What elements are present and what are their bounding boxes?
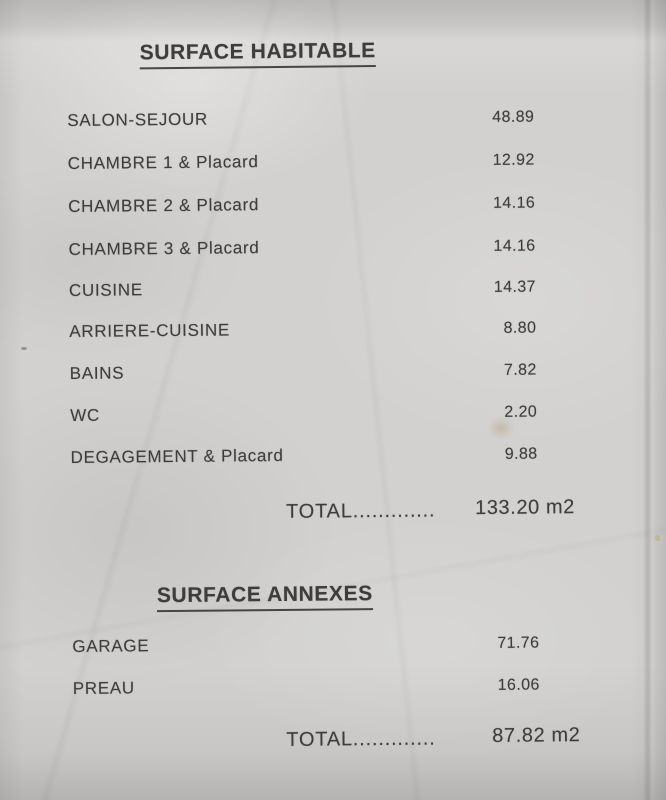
row-value: 16.06 — [497, 676, 540, 694]
surface-row-arriere-cuisine: ARRIERE-CUISINE 8.80 — [69, 318, 536, 342]
row-label: CUISINE — [68, 280, 143, 301]
surface-row-preau: PREAU 16.06 — [73, 675, 540, 699]
surface-row-wc: WC 2.20 — [70, 402, 537, 426]
surface-row-chambre-1: CHAMBRE 1 & Placard 12.92 — [68, 150, 535, 174]
total-habitable-value: 133.20 m2 — [474, 496, 576, 520]
row-label: WC — [70, 405, 100, 425]
row-value: 48.89 — [492, 108, 535, 126]
paper-speck — [655, 535, 660, 541]
row-value: 9.88 — [504, 445, 538, 463]
surface-row-chambre-2: CHAMBRE 2 & Placard 14.16 — [68, 193, 535, 217]
surface-row-bains: BAINS 7.82 — [70, 360, 537, 384]
section-title-surface-habitable: SURFACE HABITABLE — [139, 39, 376, 70]
row-label: PREAU — [72, 678, 135, 698]
row-label: BAINS — [69, 363, 125, 384]
row-label: ARRIERE-CUISINE — [69, 320, 231, 342]
row-value: 14.16 — [493, 194, 536, 212]
paper-speck — [21, 347, 27, 350]
surface-row-degagement: DEGAGEMENT & Placard 9.88 — [70, 444, 537, 468]
row-value: 8.80 — [503, 319, 537, 337]
surface-row-cuisine: CUISINE 14.37 — [69, 277, 536, 301]
total-habitable-label: TOTAL............. — [285, 499, 436, 523]
row-value: 14.16 — [493, 237, 536, 255]
paper-stain — [487, 416, 515, 440]
row-label: DEGAGEMENT & Placard — [70, 445, 284, 467]
surface-row-garage: GARAGE 71.76 — [72, 633, 539, 657]
row-value: 12.92 — [492, 151, 535, 169]
row-value: 71.76 — [497, 634, 540, 652]
surface-row-salon-sejour: SALON-SEJOUR 48.89 — [67, 107, 534, 131]
row-label: GARAGE — [72, 636, 150, 656]
row-label: CHAMBRE 2 & Placard — [68, 195, 260, 217]
row-label: CHAMBRE 1 & Placard — [67, 152, 259, 174]
total-annexes-value: 87.82 m2 — [492, 724, 581, 747]
row-label: CHAMBRE 3 & Placard — [68, 238, 260, 260]
row-value: 14.37 — [493, 278, 537, 296]
row-label: SALON-SEJOUR — [67, 109, 209, 131]
row-value: 7.82 — [503, 361, 537, 379]
section-title-surface-annexes: SURFACE ANNEXES — [156, 582, 373, 613]
surface-row-chambre-3: CHAMBRE 3 & Placard 14.16 — [68, 236, 535, 260]
total-annexes-label: TOTAL............. — [286, 727, 436, 751]
